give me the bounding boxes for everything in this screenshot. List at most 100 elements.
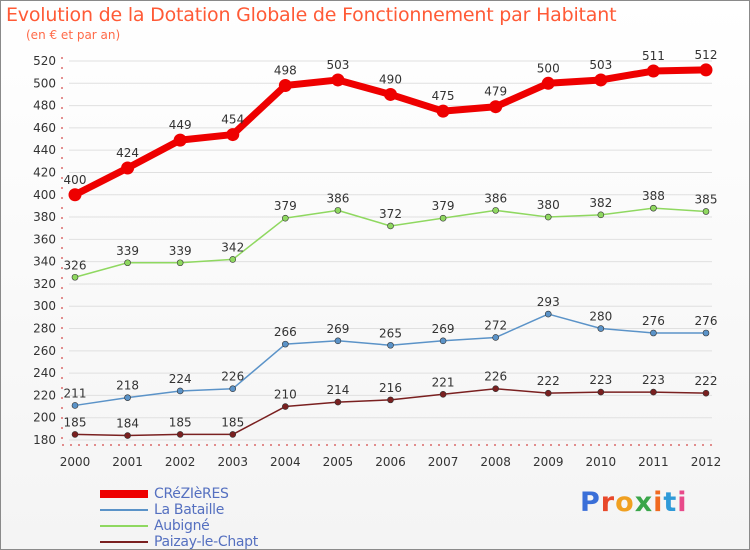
data-point	[124, 432, 131, 439]
data-point	[646, 64, 660, 78]
data-point	[702, 329, 710, 337]
data-label: 372	[379, 207, 402, 221]
data-point	[124, 259, 131, 267]
data-label: 388	[642, 189, 665, 203]
x-tick-label: 2008	[480, 455, 511, 469]
legend-label: Aubigné	[154, 518, 210, 534]
y-tick-label: 300	[33, 299, 56, 313]
data-label: 479	[484, 85, 507, 99]
data-label: 210	[274, 388, 297, 402]
data-label: 511	[642, 49, 665, 63]
x-tick-label: 2003	[217, 455, 248, 469]
proxiti-logo: Proxiti	[580, 487, 688, 518]
data-point	[702, 389, 710, 397]
data-label: 498	[274, 64, 297, 78]
data-point	[544, 389, 552, 397]
logo-letter: P	[580, 487, 601, 518]
label-layer: 211 218 224 226 266 269 265 269 272 293 280 276 276 3…	[64, 48, 718, 431]
legend-label: La Bataille	[154, 502, 225, 518]
y-tick-label: 420	[33, 165, 56, 179]
y-tick-label: 320	[33, 277, 56, 291]
data-point	[124, 394, 131, 401]
data-label: 386	[326, 191, 349, 205]
series-layer	[68, 63, 713, 439]
logo-letter: i	[653, 487, 664, 518]
data-point	[71, 402, 79, 409]
data-label: 385	[695, 192, 718, 206]
data-label: 400	[64, 173, 87, 187]
data-point	[597, 388, 605, 396]
data-point	[71, 273, 79, 281]
chart-title: Evolution de la Dotation Globale de Fonc…	[6, 4, 617, 26]
data-point	[492, 334, 499, 341]
legend-swatch	[100, 525, 148, 527]
data-point	[650, 329, 657, 337]
data-label: 218	[116, 379, 139, 393]
data-point	[282, 214, 289, 222]
data-label: 339	[169, 244, 192, 258]
data-label: 223	[589, 373, 612, 387]
data-point	[387, 396, 394, 404]
data-label: 214	[326, 383, 349, 397]
data-point	[229, 256, 237, 263]
y-tick-label: 340	[33, 255, 56, 269]
data-label: 265	[379, 326, 402, 340]
data-label: 266	[274, 325, 297, 339]
legend-swatch	[100, 541, 148, 543]
data-label: 449	[169, 118, 192, 132]
data-label: 226	[221, 370, 244, 384]
data-point	[597, 325, 605, 332]
y-tick-label: 220	[33, 388, 56, 402]
y-tick-label: 500	[33, 76, 56, 90]
data-point	[176, 387, 184, 395]
logo-letter: r	[600, 487, 616, 518]
y-tick-label: 380	[33, 210, 56, 224]
x-tick-label: 2002	[165, 455, 196, 469]
x-tick-label: 2005	[323, 455, 354, 469]
data-label: 226	[484, 370, 507, 384]
data-label: 475	[432, 89, 455, 103]
data-label: 424	[116, 146, 139, 160]
data-label: 272	[484, 318, 507, 332]
y-tick-label: 400	[33, 188, 56, 202]
data-label: 185	[169, 415, 192, 429]
data-point	[334, 337, 342, 345]
data-label: 224	[169, 372, 192, 386]
data-label: 382	[589, 196, 612, 210]
x-tick-label: 2012	[691, 455, 722, 469]
data-label: 185	[221, 415, 244, 429]
y-tick-label: 280	[33, 322, 56, 336]
data-point	[121, 161, 135, 175]
data-point	[387, 341, 394, 349]
y-tick-label: 180	[33, 433, 56, 447]
legend-label: CRéZIèRES	[154, 486, 229, 502]
data-label: 380	[537, 198, 560, 212]
x-tick-label: 2010	[586, 455, 617, 469]
data-label: 280	[589, 310, 612, 324]
data-point	[226, 128, 240, 142]
data-label: 379	[432, 199, 455, 213]
y-tick-label: 520	[33, 54, 56, 68]
y-tick-label: 460	[33, 121, 56, 135]
data-point	[650, 204, 657, 212]
data-point	[282, 403, 289, 410]
data-point	[544, 213, 552, 221]
data-label: 222	[695, 374, 718, 388]
data-point	[334, 398, 342, 406]
legend-swatch	[100, 509, 148, 511]
data-point	[278, 79, 292, 93]
data-point	[699, 63, 713, 77]
data-label: 500	[537, 61, 560, 75]
data-point	[489, 100, 503, 114]
data-point	[176, 431, 184, 438]
data-label: 222	[537, 374, 560, 388]
data-label: 223	[642, 373, 665, 387]
data-label: 184	[116, 417, 139, 431]
data-point	[229, 431, 237, 438]
data-point	[68, 188, 82, 202]
axis-layer: 180 200 220 240 260 280 300 320 340 360 380 400 420 4…	[33, 54, 721, 469]
data-label: 503	[589, 58, 612, 72]
chart-subtitle: (en € et par an)	[26, 28, 121, 42]
data-point	[71, 431, 79, 438]
data-point	[173, 133, 187, 147]
